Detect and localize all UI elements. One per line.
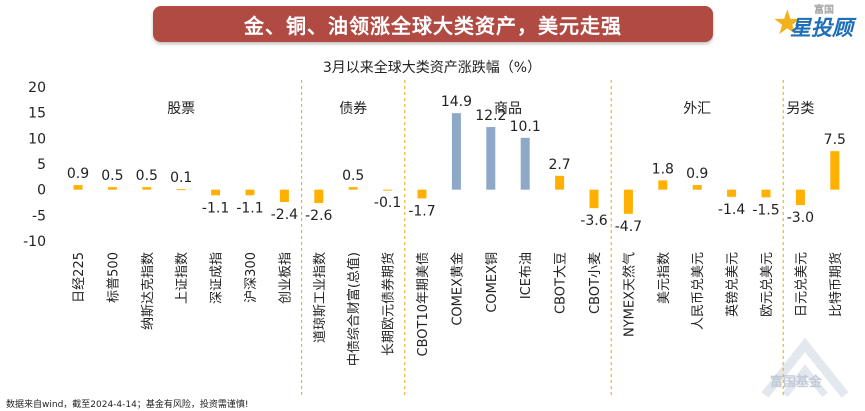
bar <box>348 187 358 190</box>
y-tick-label: -10 <box>23 234 46 250</box>
value-label: 0.5 <box>136 168 158 184</box>
bar <box>830 151 840 190</box>
bar <box>107 187 117 190</box>
x-tick-label: COMEX黄金 <box>449 252 465 326</box>
group-label: 债券 <box>339 101 367 117</box>
chart-title: 3月以来全球大类资产涨跌幅（%） <box>323 59 541 76</box>
x-tick-label: 深证成指 <box>210 252 225 304</box>
bar <box>692 185 702 190</box>
page-title: 金、铜、油领涨全球大类资产，美元走强 <box>244 13 622 38</box>
value-label: 14.9 <box>441 94 472 110</box>
bar <box>383 189 393 191</box>
x-tick-label: 欧元兑美元 <box>760 252 775 317</box>
star-icon: ★ <box>772 3 803 43</box>
value-label: 0.5 <box>342 168 364 184</box>
bar <box>73 185 83 190</box>
bar <box>658 180 668 190</box>
source-note: 数据来自wind，截至2024-4-14；基金有风险，投资需谨慎! <box>6 400 249 410</box>
value-label: 1.8 <box>652 161 674 177</box>
y-tick-label: 0 <box>37 183 46 199</box>
x-tick-label: 纳斯达克指数 <box>141 252 156 330</box>
logo-small-text: 富国 <box>814 5 834 16</box>
bar <box>211 189 221 196</box>
value-label: -2.6 <box>305 208 332 224</box>
x-tick-label: 美元指数 <box>657 252 672 304</box>
bar <box>176 189 186 191</box>
bar <box>486 127 496 190</box>
value-label: -4.7 <box>615 219 642 235</box>
bar <box>623 189 633 214</box>
x-tick-label: 日元兑美元 <box>794 252 809 317</box>
title-banner: 金、铜、油领涨全球大类资产，美元走强 <box>153 6 713 42</box>
group-label: 外汇 <box>683 101 711 117</box>
value-label: 2.7 <box>548 157 570 173</box>
bar <box>142 187 152 190</box>
y-tick-label: 20 <box>28 80 46 96</box>
bar <box>245 189 255 196</box>
x-tick-label: 创业板指 <box>278 252 293 304</box>
value-label: 0.9 <box>67 166 89 182</box>
x-tick-label: 英镑兑美元 <box>725 252 741 317</box>
bar <box>795 189 805 206</box>
bar <box>727 189 737 197</box>
y-tick-label: 10 <box>28 131 46 147</box>
value-label: -1.5 <box>752 202 779 218</box>
value-label: -1.1 <box>236 200 263 216</box>
value-label: -2.4 <box>271 207 298 223</box>
x-tick-label: CBOT小麦 <box>588 252 603 314</box>
watermark-logo-icon <box>761 337 849 398</box>
bar <box>589 189 599 209</box>
x-tick-label: 日经225 <box>72 252 87 303</box>
value-label: 7.5 <box>824 132 846 148</box>
value-label: -1.1 <box>202 200 229 216</box>
y-tick-label: -5 <box>32 208 46 224</box>
value-label: 0.1 <box>170 170 192 186</box>
bar <box>555 175 565 190</box>
x-tick-label: NYMEX天然气 <box>621 252 637 337</box>
x-tick-label: 上证指数 <box>175 252 190 304</box>
value-label: 0.5 <box>101 168 123 184</box>
value-label: -3.6 <box>580 213 607 229</box>
group-label: 股票 <box>167 101 195 117</box>
x-tick-label: 比特币期货 <box>828 252 844 317</box>
bar <box>417 189 427 199</box>
x-tick-label: 标普500 <box>106 252 121 303</box>
y-tick-label: 15 <box>28 106 46 122</box>
x-tick-label: 长期欧元债券期货 <box>381 252 397 356</box>
logo-text: 星投顾 <box>790 16 853 40</box>
value-label: -3.0 <box>787 210 814 226</box>
group-label: 商品 <box>494 101 522 117</box>
x-tick-label: 人民币兑美元 <box>691 252 706 330</box>
x-tick-label: 中债综合财富(总值) <box>346 252 362 366</box>
value-label: -0.1 <box>374 195 401 211</box>
y-tick-label: 5 <box>37 157 46 173</box>
value-label: 10.1 <box>510 119 541 135</box>
bar <box>761 189 771 198</box>
bar <box>451 113 461 190</box>
x-tick-label: CBOT大豆 <box>554 252 569 314</box>
value-label: 0.9 <box>686 166 708 182</box>
bar <box>279 189 289 202</box>
bar <box>520 137 530 190</box>
bar <box>314 189 324 204</box>
group-label: 另类 <box>786 101 814 117</box>
value-label: -1.4 <box>718 202 745 218</box>
x-tick-label: 道琼斯工业指数 <box>313 252 328 343</box>
x-tick-label: ICE布油 <box>519 252 534 299</box>
x-tick-label: 沪深300 <box>243 252 259 303</box>
value-label: 12.2 <box>475 108 506 124</box>
x-tick-label: COMEX铜 <box>485 252 500 313</box>
value-label: -1.7 <box>408 203 435 219</box>
x-tick-label: CBOT10年期美债 <box>416 252 431 356</box>
